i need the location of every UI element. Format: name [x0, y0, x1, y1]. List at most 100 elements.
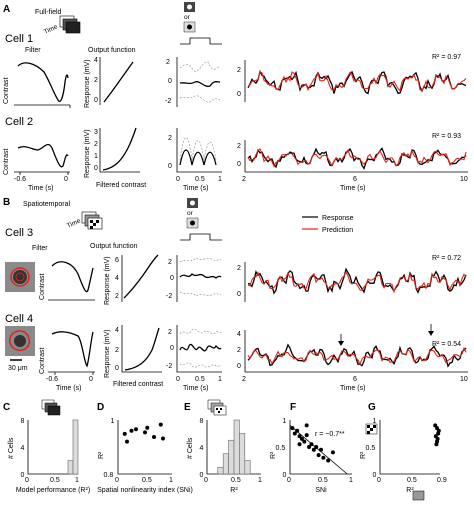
- x-tick-label: 0.9: [437, 477, 447, 484]
- svg-text:3: 3: [94, 129, 98, 136]
- svg-text:0: 0: [176, 176, 180, 183]
- legend-response: Response: [322, 215, 354, 222]
- y-tick-label: 1: [111, 418, 115, 425]
- svg-text:Response (mV): Response (mV): [104, 256, 111, 305]
- x-tick-label: 0.5: [407, 477, 417, 484]
- cell-1-output-plot: 4 2 0 Response (mV): [84, 57, 134, 108]
- panel-label-g: G: [368, 402, 376, 413]
- svg-text:4: 4: [237, 331, 241, 338]
- r2-cell-3: R² = 0.72: [432, 255, 461, 262]
- histogram-bar: [228, 439, 235, 475]
- panel-label-b: B: [3, 197, 10, 208]
- y-tick-label: 8: [200, 418, 204, 425]
- scatter-point: [297, 434, 302, 439]
- scatter-point: [307, 445, 312, 449]
- cell-3-receptive-field-image: [5, 262, 35, 292]
- svg-text:Response (mV): Response (mV): [84, 129, 91, 178]
- cell-1-average-response: 2 0 -2: [165, 57, 221, 107]
- checkerboard-icon-g: [365, 423, 378, 435]
- arrow-marker-2: [428, 324, 434, 336]
- svg-text:2: 2: [237, 143, 241, 150]
- svg-text:0: 0: [115, 365, 119, 372]
- svg-text:Time (s): Time (s): [56, 385, 81, 392]
- svg-text:2: 2: [168, 329, 172, 336]
- stimulus-label-spatiotemporal: Spatiotemporal: [23, 201, 71, 208]
- x-axis-label: SNi: [315, 487, 327, 494]
- cell-4-filter-plot: Contrast -0.6 0 Time (s): [39, 331, 95, 392]
- svg-text:0: 0: [94, 97, 98, 104]
- cell-4-trace-plot: 4 2 0 2 6 10 Time (s): [237, 324, 468, 392]
- y-tick-label: 0: [283, 472, 287, 479]
- svg-text:0: 0: [89, 376, 93, 383]
- svg-text:2: 2: [168, 135, 172, 142]
- x-tick-label: 0.5: [50, 477, 60, 484]
- axes: [27, 420, 78, 475]
- svg-text:2: 2: [237, 67, 241, 74]
- svg-text:0.5: 0.5: [195, 176, 205, 183]
- histogram-bar: [217, 466, 224, 475]
- y-tick-label: 0: [373, 472, 377, 479]
- cell-3-output-plot: 6 4 2 Response (mV): [104, 254, 159, 305]
- svg-text:0: 0: [64, 176, 68, 183]
- y-tick-label: 0.8: [104, 472, 114, 479]
- svg-text:6: 6: [353, 376, 357, 383]
- svg-text:0: 0: [168, 78, 172, 85]
- x-tick-label: 0.5: [318, 477, 328, 484]
- x-axis-label: Spatial nonlinearity index (SNi): [97, 487, 193, 494]
- svg-text:0: 0: [237, 363, 241, 370]
- svg-text:4: 4: [115, 275, 119, 282]
- scatter-point: [152, 434, 156, 439]
- cell-2-filter-plot: Contrast -0.6 0 Time (s): [3, 143, 70, 192]
- svg-text:0: 0: [94, 165, 98, 172]
- x-tick-label: 0: [25, 477, 29, 484]
- svg-text:Time (s): Time (s): [183, 185, 208, 192]
- filter-title-b: Filter: [32, 245, 48, 252]
- filtered-contrast-label: Filtered contrast: [96, 182, 146, 189]
- cell-4-prediction-trace: [247, 346, 467, 366]
- svg-text:or: or: [187, 210, 194, 217]
- y-tick-label: 0.5: [276, 445, 286, 452]
- x-axis-label: R²: [406, 487, 414, 494]
- scatter-point: [314, 445, 319, 449]
- svg-text:6: 6: [115, 257, 119, 264]
- histogram-bar: [239, 433, 246, 475]
- svg-text:0: 0: [168, 163, 172, 170]
- svg-text:2: 2: [242, 376, 246, 383]
- panel-label-d: D: [97, 402, 104, 413]
- svg-text:4: 4: [115, 327, 119, 334]
- svg-text:0.5: 0.5: [195, 376, 205, 383]
- x-tick-label: 1: [75, 477, 79, 484]
- cell-2-trace-plot: 2 0 2 6 10 Time (s): [237, 140, 468, 192]
- y-axis-label: R²: [360, 451, 367, 459]
- scatter-point: [311, 447, 316, 452]
- spot-stimulus-icon-b: [186, 198, 199, 229]
- cell-2-average-response: 2 0 0 0.5 1 Time (s): [168, 128, 222, 192]
- x-tick-label: 1: [169, 477, 173, 484]
- x-tick-label: 0: [377, 477, 381, 484]
- r2-cell-1: R² = 0.97: [432, 54, 461, 61]
- svg-text:0: 0: [237, 291, 241, 298]
- cell-4-output-plot: 4 2 0 Response (mV) Filtered contrast: [104, 325, 163, 388]
- y-axis-label: # Cells: [187, 437, 194, 459]
- y-tick-label: 1: [283, 418, 287, 425]
- r2-cell-4: R² = 0.54: [432, 341, 461, 348]
- svg-text:4: 4: [94, 57, 98, 64]
- svg-text:0: 0: [170, 345, 174, 352]
- svg-text:2: 2: [94, 141, 98, 148]
- svg-text:Time (s): Time (s): [340, 185, 365, 192]
- y-axis-label: R²: [98, 451, 105, 459]
- x-tick-label: 0.5: [231, 477, 241, 484]
- axes: [117, 420, 172, 475]
- arrow-marker-1: [338, 334, 344, 346]
- chart-g-r2-comparison: 0 0.5 0.9 1 0.5 0 R² R²: [360, 418, 447, 494]
- chart-f-sni-vs-r2: 0 0.5 1 1 0.5 0 SNi R²: [270, 418, 353, 494]
- y-tick-label: 4: [200, 445, 204, 452]
- chart-e-r2-histogram: 0 0.5 1 8 4 0 R² # Cells: [187, 418, 262, 494]
- svg-text:-0.6: -0.6: [14, 176, 26, 183]
- x-tick-label: 0: [287, 477, 291, 484]
- output-title-a: Output function: [88, 47, 136, 54]
- panel-label-a: A: [3, 4, 10, 15]
- svg-text:2: 2: [115, 347, 119, 354]
- stimulus-label-full-field: Full-field: [35, 9, 62, 16]
- svg-text:2: 2: [237, 347, 241, 354]
